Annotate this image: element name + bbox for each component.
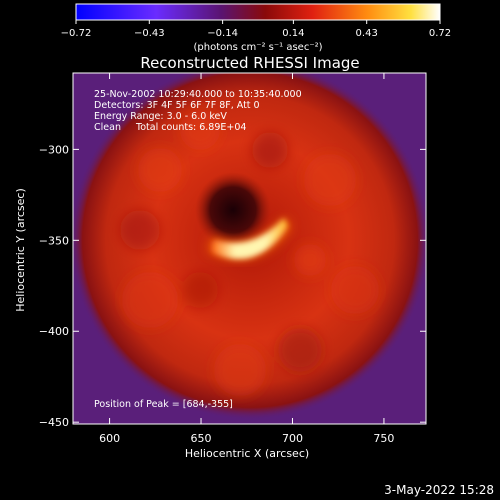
colorbar-tick-label: 0.72 — [429, 28, 451, 39]
x-tick-label: 650 — [191, 432, 212, 445]
y-tick-label: −450 — [39, 416, 69, 429]
colorbar: −0.72 −0.43 −0.14 0.14 0.43 0.72 (photons cm⁻… — [61, 3, 451, 53]
x-axis: 600 650 700 750 — [99, 73, 394, 445]
annotation-total-counts: Clean Total counts: 6.89E+04 — [94, 122, 246, 133]
colorbar-gradient — [76, 4, 440, 20]
annotation-time-range: 25-Nov-2002 10:29:40.000 to 10:35:40.000 — [94, 89, 302, 100]
dark-center — [195, 172, 271, 248]
annotation-energy-range: Energy Range: 3.0 - 6.0 keV — [94, 111, 227, 122]
colorbar-tick-label: −0.72 — [61, 28, 92, 39]
colorbar-tick-label: −0.43 — [134, 28, 165, 39]
y-tick-label: −350 — [39, 234, 69, 247]
bright-core — [212, 218, 288, 259]
colorbar-unit-label: (photons cm⁻² s⁻¹ asec⁻²) — [193, 42, 322, 53]
plot-frame — [72, 72, 427, 425]
y-tick-label: −300 — [39, 143, 69, 156]
ring-texture — [120, 110, 379, 396]
footer-timestamp: 3-May-2022 15:28 — [384, 483, 494, 497]
x-tick-label: 750 — [373, 432, 394, 445]
y-axis: −300 −350 −400 −450 — [39, 143, 426, 429]
colorbar-frame — [75, 3, 441, 21]
y-tick-label: −400 — [39, 325, 69, 338]
x-axis-label: Heliocentric X (arcsec) — [185, 447, 309, 460]
colorbar-tick-label: 0.14 — [282, 28, 304, 39]
x-tick-label: 600 — [99, 432, 120, 445]
chart-title: Reconstructed RHESSI Image — [140, 54, 359, 72]
colorbar-tick-label: −0.14 — [207, 28, 238, 39]
heatmap-image — [73, 73, 426, 424]
colorbar-tick-label: 0.43 — [356, 28, 378, 39]
annotation-detectors: Detectors: 3F 4F 5F 6F 7F 8F, Att 0 — [94, 100, 260, 111]
annotation-block: 25-Nov-2002 10:29:40.000 to 10:35:40.000… — [94, 89, 302, 133]
y-axis-label: Heliocentric Y (arcsec) — [14, 188, 27, 312]
peak-position-label: Position of Peak = [684,-355] — [94, 399, 233, 410]
x-tick-label: 700 — [282, 432, 303, 445]
